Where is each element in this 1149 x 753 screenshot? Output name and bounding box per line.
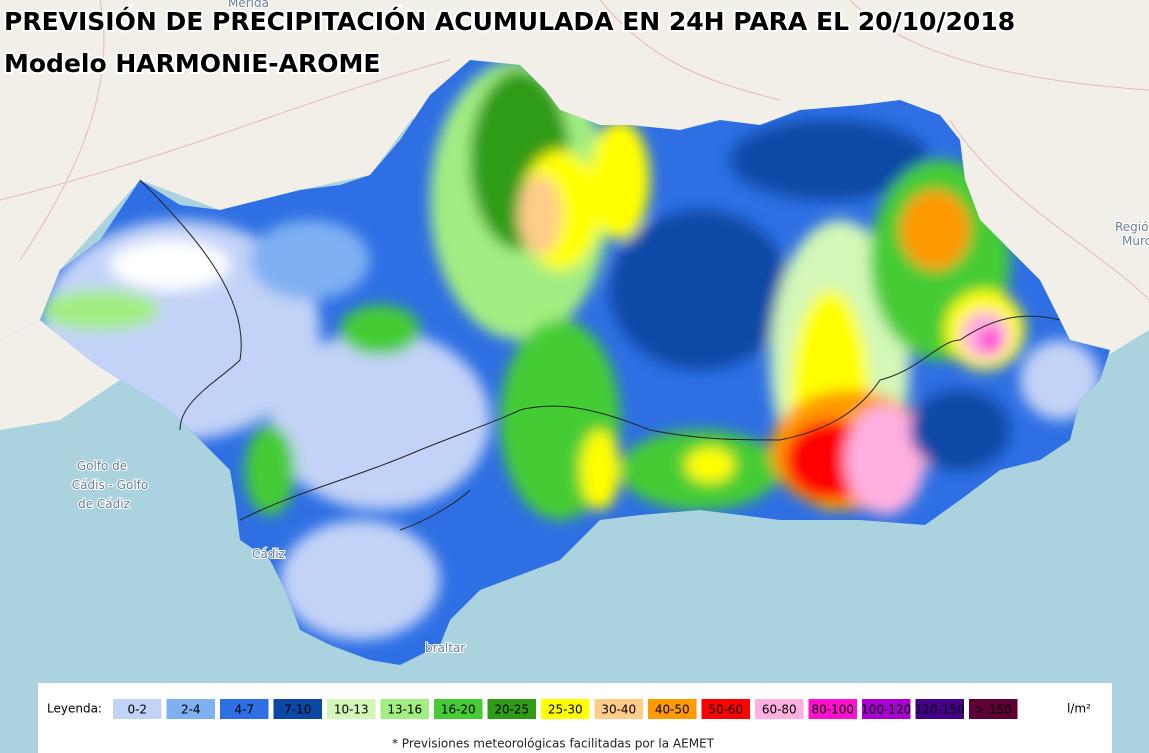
- legend-swatch: [487, 699, 536, 719]
- land: [0, 0, 1149, 340]
- legend-item-label: 100-120: [861, 703, 911, 717]
- legend-item-label: 30-40: [601, 703, 636, 717]
- legend-swatch: [701, 699, 750, 719]
- legend-item-label: 7-10: [284, 703, 311, 717]
- legend-swatch: [648, 699, 697, 719]
- legend-swatch: [220, 699, 269, 719]
- legend-swatch: [327, 699, 376, 719]
- legend-item-label: 120-150: [915, 703, 965, 717]
- legend-swatch: [915, 699, 964, 719]
- legend-items: 0-2 2-4 4-7 7-10 10-13 13-16 16-20 20-25 25-30 30…: [113, 699, 1018, 719]
- legend-swatch: [969, 699, 1018, 719]
- legend-item-label: > 150: [975, 703, 1012, 717]
- legend-swatch: [862, 699, 911, 719]
- place-label: Golfo de: [77, 459, 127, 473]
- place-label: braltar: [425, 641, 465, 655]
- legend-label: Leyenda:: [47, 702, 102, 716]
- legend-swatch: [273, 699, 322, 719]
- place-label: Murci: [1122, 234, 1149, 248]
- legend-item-label: 20-25: [494, 703, 529, 717]
- place-label: Cádiz: [252, 547, 285, 561]
- footnote: * Previsiones meteorológicas facilitadas…: [392, 737, 715, 751]
- legend-swatch: [380, 699, 429, 719]
- legend-item-label: 0-2: [127, 703, 147, 717]
- roads: [0, 0, 1149, 301]
- legend-item-label: 13-16: [387, 703, 422, 717]
- legend-item-label: 50-60: [708, 703, 743, 717]
- place-label: de Cádiz: [78, 497, 130, 511]
- legend-item-label: 60-80: [762, 703, 797, 717]
- legend-swatch: [541, 699, 590, 719]
- legend-swatch: [594, 699, 643, 719]
- sea: [1070, 400, 1149, 460]
- legend-item-label: 4-7: [234, 703, 254, 717]
- legend-item-label: 80-100: [811, 703, 854, 717]
- legend-item-label: 2-4: [181, 703, 201, 717]
- legend-unit: l/m²: [1067, 702, 1091, 716]
- legend-item-label: 10-13: [334, 703, 369, 717]
- legend-swatch: [166, 699, 215, 719]
- legend-swatch: [434, 699, 483, 719]
- legend-item-label: 25-30: [548, 703, 583, 717]
- legend-item-label: 16-20: [441, 703, 476, 717]
- borders: [139, 179, 1061, 531]
- title: PREVISIÓN DE PRECIPITACIÓN ACUMULADA EN …: [4, 6, 1015, 36]
- place-label: Mérida: [228, 0, 269, 10]
- place-label: Cádis - Golfo: [72, 478, 148, 492]
- place-label: Región: [1115, 220, 1149, 234]
- legend-swatch: [808, 699, 857, 719]
- legend-swatch: [113, 699, 162, 719]
- land: [0, 320, 120, 430]
- legend-item-label: 40-50: [655, 703, 690, 717]
- subtitle: Modelo HARMONIE-AROME: [4, 49, 381, 78]
- legend-swatch: [755, 699, 804, 719]
